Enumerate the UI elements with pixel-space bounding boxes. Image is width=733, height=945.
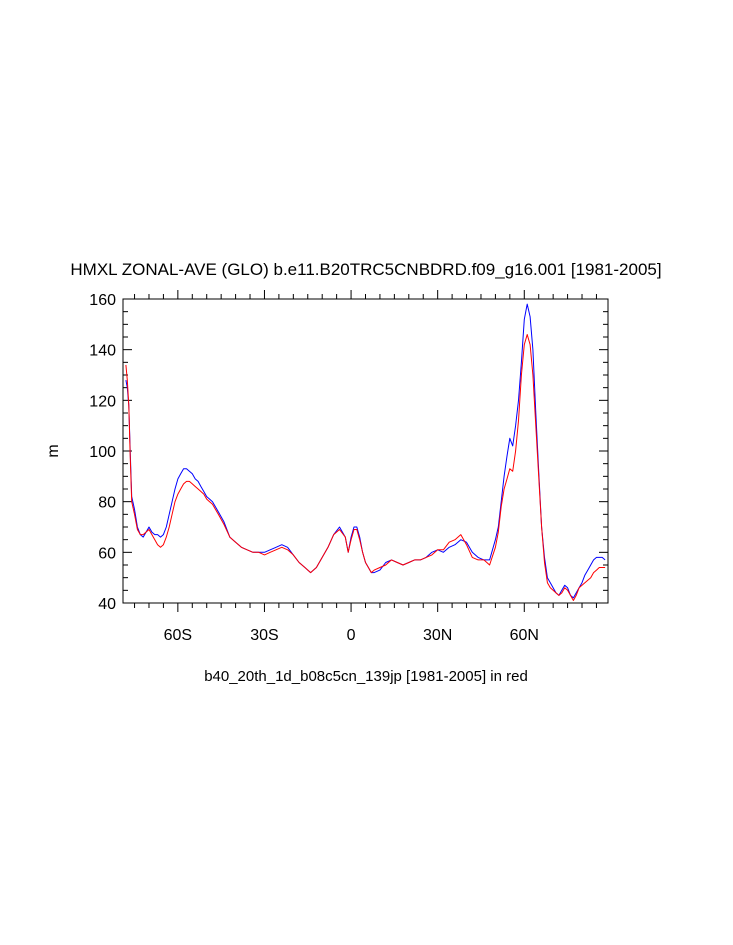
x-tick-label: 0 xyxy=(347,627,356,644)
x-axis: 60S 30S 0 30N 60N xyxy=(134,290,597,644)
y-tick-label: 40 xyxy=(98,596,116,613)
x-axis-label: b40_20th_1d_b08c5cn_139jp [1981-2005] in… xyxy=(204,668,528,685)
y-axis-label: m xyxy=(45,444,62,457)
x-tick-label: 30S xyxy=(250,627,278,644)
y-tick-label: 100 xyxy=(89,444,116,461)
y-tick-label: 160 xyxy=(89,292,116,309)
x-tick-label: 60S xyxy=(164,627,192,644)
series-line-blue xyxy=(125,303,606,599)
plot-frame xyxy=(122,298,609,604)
y-tick-label: 80 xyxy=(98,495,116,512)
series-line-red xyxy=(125,334,606,601)
x-tick-label: 30N xyxy=(423,627,452,644)
plot-border xyxy=(122,298,609,604)
chart-title: HMXL ZONAL-AVE (GLO) b.e11.B20TRC5CNBDRD… xyxy=(70,260,661,279)
x-tick-label: 60N xyxy=(510,627,539,644)
series-layer xyxy=(125,303,606,601)
y-tick-label: 60 xyxy=(98,545,116,562)
y-axis: 40 60 80 100 120 140 160 xyxy=(89,292,608,613)
y-tick-label: 120 xyxy=(89,393,116,410)
y-tick-label: 140 xyxy=(89,343,116,360)
